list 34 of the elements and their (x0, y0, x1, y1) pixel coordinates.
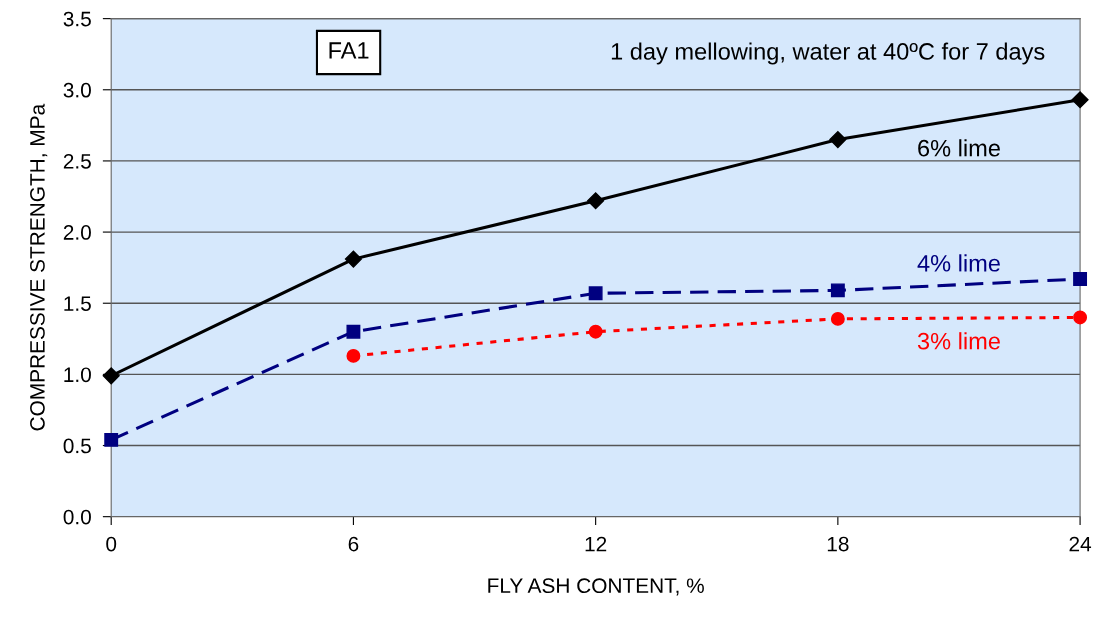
annotation: FA1 (329, 42, 369, 59)
annotation: 1 day mellowing, water at 40ºC for 7 days (611, 42, 1045, 65)
x-tick-label: 24 (1069, 536, 1092, 552)
y-tick-label: 3.0 (63, 82, 91, 98)
x-tick-label: 6 (348, 536, 359, 552)
y-axis-title: COMPRESSIVE STRENGTH, MPa (30, 103, 48, 431)
y-tick-label: 1.5 (64, 296, 91, 311)
series-label: 3% lime (917, 332, 1000, 350)
point (830, 283, 845, 298)
y-tick-label: 0.5 (63, 438, 91, 454)
point (1073, 272, 1088, 286)
series-label: 4% lime (917, 254, 1000, 272)
point (830, 311, 845, 326)
y-tick-label: 3.5 (63, 11, 91, 27)
x-tick-label: 12 (585, 536, 607, 552)
point (588, 286, 603, 301)
x-axis-title: FLY ASH CONTENT, % (488, 578, 704, 596)
x-tick-label: 18 (827, 536, 849, 552)
point (104, 432, 119, 447)
point (346, 348, 361, 363)
y-tick-label: 2.5 (63, 153, 91, 169)
point (1071, 91, 1089, 109)
point (1073, 310, 1088, 325)
point (829, 131, 847, 149)
y-tick-label: 1.0 (64, 367, 91, 383)
point (344, 250, 362, 268)
y-tick-label: 0.0 (63, 509, 91, 525)
point (587, 192, 605, 210)
point (102, 367, 120, 385)
point (346, 324, 361, 339)
y-tick-label: 2.0 (63, 225, 91, 240)
series-label: 6% lime (918, 139, 1000, 157)
point (588, 324, 603, 339)
x-tick-label: 0 (106, 536, 117, 552)
